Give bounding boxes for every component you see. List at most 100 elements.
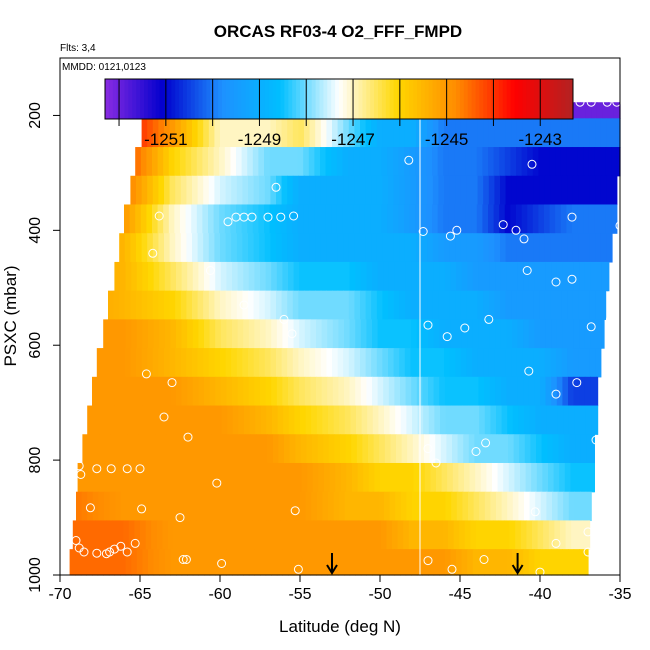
heatmap-cell (431, 520, 438, 550)
heatmap-cell (275, 204, 282, 234)
colorbar: -1251 -1249 -1247 -1245 -1243 (104, 78, 574, 149)
heatmap-cell (181, 376, 188, 407)
heatmap-cell (393, 290, 400, 320)
heatmap-cell (327, 319, 334, 349)
heatmap-cell (170, 319, 177, 349)
heatmap-cell (236, 118, 243, 148)
heatmap-cell (511, 175, 518, 206)
heatmap-cell (333, 405, 340, 435)
heatmap-cell (564, 434, 571, 464)
heatmap-cell (545, 376, 552, 407)
heatmap-cell (232, 261, 239, 292)
heatmap-cell (297, 204, 304, 234)
heatmap-cell (383, 549, 390, 576)
observation-point (263, 212, 273, 222)
heatmap-cell (152, 118, 159, 148)
heatmap-cell (126, 405, 133, 435)
heatmap-cell (263, 520, 270, 550)
plot-area (60, 58, 625, 577)
heatmap-cell (366, 549, 373, 576)
heatmap-cell (315, 348, 322, 378)
heatmap-cell (352, 520, 359, 550)
colorbar-swatch (401, 79, 406, 119)
heatmap-cell (361, 491, 368, 522)
heatmap-cell (135, 204, 142, 234)
heatmap-cell (568, 261, 575, 292)
heatmap-cell (554, 520, 561, 550)
colorbar-swatch (280, 79, 285, 119)
heatmap-cell (348, 233, 355, 263)
heatmap-cell (534, 376, 541, 407)
heatmap-cell (461, 549, 468, 576)
heatmap-cell (152, 290, 159, 320)
arrow-head (511, 564, 524, 575)
heatmap-cell (209, 376, 216, 407)
heatmap-cell (364, 520, 371, 550)
colorbar-swatch (354, 79, 359, 119)
heatmap-cell (376, 147, 383, 177)
heatmap-cell (600, 147, 607, 177)
heatmap-cell (567, 233, 574, 263)
heatmap-cell (388, 261, 395, 292)
heatmap-cell (197, 175, 204, 206)
observation-point (178, 555, 188, 564)
heatmap-cell (355, 261, 362, 292)
heatmap-cell (365, 233, 372, 263)
heatmap-cell (265, 376, 272, 407)
heatmap-cell (376, 290, 383, 320)
colorbar-swatch (428, 79, 434, 119)
x-tick-label: -45 (448, 586, 471, 603)
observation-point (605, 314, 615, 324)
heatmap-cell (474, 434, 481, 464)
heatmap-cell (585, 491, 592, 522)
heatmap-cell (120, 261, 127, 292)
heatmap-cell (461, 261, 468, 292)
heatmap-cell (420, 204, 427, 234)
heatmap-cell (347, 520, 354, 550)
heatmap-cell (158, 233, 165, 263)
heatmap-cell (265, 261, 272, 292)
heatmap-cell (188, 434, 195, 464)
heatmap-cell (192, 261, 199, 292)
heatmap-cell (500, 348, 507, 378)
observation-point (148, 248, 158, 258)
heatmap-cell (432, 233, 439, 263)
heatmap-cell (248, 175, 255, 206)
heatmap-cell (343, 290, 350, 320)
heatmap-cell (404, 290, 411, 320)
heatmap-cell (400, 376, 407, 407)
heatmap-cell (181, 549, 188, 576)
heatmap-cell (371, 233, 378, 263)
heatmap-cell (477, 233, 484, 263)
heatmap-cell (568, 549, 575, 576)
heatmap-cell (416, 348, 423, 378)
heatmap-cell (236, 175, 243, 206)
colorbar-swatch (448, 79, 453, 119)
heatmap-cell (240, 520, 247, 550)
heatmap-cell (338, 549, 345, 576)
colorbar-swatch (432, 79, 437, 119)
heatmap-cell (76, 491, 83, 522)
heatmap-cell (361, 405, 368, 435)
heatmap-cell (477, 348, 484, 378)
heatmap-cell (560, 147, 567, 177)
heatmap-cell (123, 520, 130, 550)
heatmap-cell (517, 319, 524, 349)
heatmap-cell (259, 175, 266, 206)
heatmap-cell (584, 319, 591, 349)
heatmap-cell (533, 290, 540, 320)
heatmap-cell (482, 204, 489, 234)
heatmap-row (87, 405, 599, 435)
heatmap-cell (572, 348, 579, 378)
heatmap-cell (311, 491, 318, 522)
observation-point (141, 369, 151, 379)
heatmap-cell (153, 261, 160, 292)
heatmap-cell (104, 491, 111, 522)
heatmap-cell (388, 549, 395, 576)
heatmap-cell (371, 290, 378, 320)
observation-point (122, 547, 132, 557)
heatmap-cell (472, 348, 479, 378)
heatmap-cell (499, 204, 506, 234)
heatmap-cell (328, 434, 335, 464)
heatmap-cell (405, 261, 412, 292)
